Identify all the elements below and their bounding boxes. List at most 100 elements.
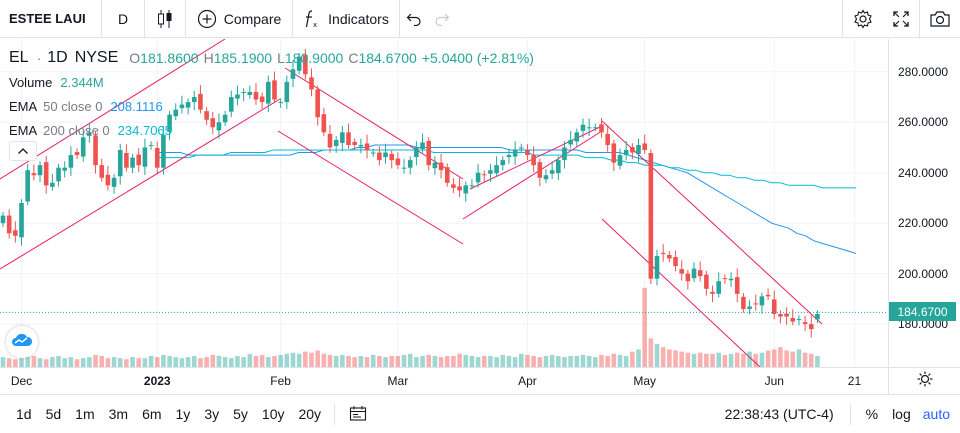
compare-button[interactable]: Compare [186,0,292,38]
volume-label[interactable]: Volume [9,74,53,90]
candle-body [74,152,80,156]
tradingview-logo[interactable] [6,326,38,358]
candle-body [204,111,209,120]
symbol-search[interactable]: ESTEE LAUI [9,11,86,26]
volume-bar [426,354,432,367]
candle-body [556,160,561,174]
volume-bar [537,357,543,367]
snapshot-button[interactable] [920,0,960,38]
volume-bar [802,352,808,367]
volume-bar [235,356,240,367]
toolbar-divider [185,0,186,38]
clock[interactable]: 22:38:43 (UTC-4) [724,406,834,422]
legend-ema50-row: EMA 50 close 0 208.1116 [9,94,534,118]
range-10y[interactable]: 10y [261,406,285,422]
legend-ticker[interactable]: EL [9,49,29,66]
volume-bar [475,357,481,367]
volume-bar [734,352,740,367]
candle-body [420,142,425,150]
volume-bar [13,359,18,367]
candle-body [210,118,216,128]
range-1y[interactable]: 1y [175,406,191,422]
candle-body [56,167,61,182]
candle-body [648,153,654,279]
volume-bar [333,356,339,367]
volume-bar [167,356,172,367]
candle-body [117,150,123,177]
trend-line [0,39,226,180]
ema200-value: 234.7065 [117,122,172,138]
candle-body [494,165,499,174]
candle-body [586,127,592,129]
range-3m[interactable]: 3m [108,406,129,422]
volume-bar [111,357,117,367]
range-1m[interactable]: 1m [75,406,95,422]
volume-bar [512,357,518,367]
volume-bar [370,354,376,367]
interval-button[interactable]: D [102,0,144,38]
candle-body [31,173,37,176]
legend-collapse-button[interactable] [9,141,37,161]
candle-body [654,255,660,279]
indicators-button[interactable]: x Indicators [293,0,399,38]
candle-body [481,174,487,176]
range-5y[interactable]: 5y [233,406,248,422]
volume-bar [784,350,789,367]
volume-bar [710,353,715,367]
range-20y[interactable]: 20y [298,406,322,422]
range-5d[interactable]: 5d [45,406,62,422]
volume-value: 2.344M [60,74,104,90]
volume-bar [62,358,67,367]
last-price-tag: 184.6700 [889,302,956,322]
volume-bar [623,356,629,367]
volume-bar [204,357,209,367]
volume-bar [500,354,506,367]
candle-body [747,306,752,309]
candle-body [685,273,691,282]
range-6m[interactable]: 6m [142,406,162,422]
log-toggle[interactable]: log [892,406,911,422]
axis-settings-button[interactable] [888,368,960,394]
volume-bar [790,351,796,367]
volume-bar [531,356,536,367]
settings-button[interactable] [843,0,883,38]
volume-bar [506,356,512,367]
redo-button[interactable] [428,0,456,38]
ema50-label[interactable]: EMA [9,98,38,114]
candle-body [728,278,734,281]
volume-bar [179,358,185,367]
volume-bar [432,356,438,367]
volume-bar [679,351,684,367]
candle-body [395,158,401,166]
volume-bar [636,349,641,367]
fullscreen-button[interactable] [883,0,919,38]
range-1d[interactable]: 1d [16,406,32,422]
auto-toggle[interactable]: auto [922,406,950,422]
volume-bar [37,358,43,367]
price-axis[interactable] [888,39,960,367]
volume-bar [691,353,697,367]
candle-body [99,165,105,178]
time-axis[interactable]: Dec 2023 Feb Mar Apr May Jun 21 [0,367,960,394]
legend: EL · 1D NYSE O181.8600 H185.1900 L180.90… [9,46,534,142]
percent-toggle[interactable]: % [865,406,879,422]
chart-pane[interactable] [0,39,888,367]
candle-body [784,313,789,317]
volume-bar [142,358,148,367]
ema200-label[interactable]: EMA [9,122,38,138]
range-buttons: 1d 5d 1m 3m 6m 1y 3y 5y 10y 20y [0,406,328,422]
volume-bar [210,354,216,367]
undo-button[interactable] [400,0,428,38]
top-toolbar: ESTEE LAUI D Compare x Indicators [0,0,960,38]
candle-body [235,94,240,99]
range-3y[interactable]: 3y [204,406,220,422]
volume-bar [642,287,647,367]
goto-date-button[interactable] [345,405,371,424]
volume-bar [444,356,450,367]
chart-type-button[interactable] [145,0,185,38]
candle-body [753,303,759,305]
candle-body [457,186,462,191]
volume-bar [228,358,234,367]
interval-label: D [117,10,129,27]
indicators-label: Indicators [328,10,389,27]
